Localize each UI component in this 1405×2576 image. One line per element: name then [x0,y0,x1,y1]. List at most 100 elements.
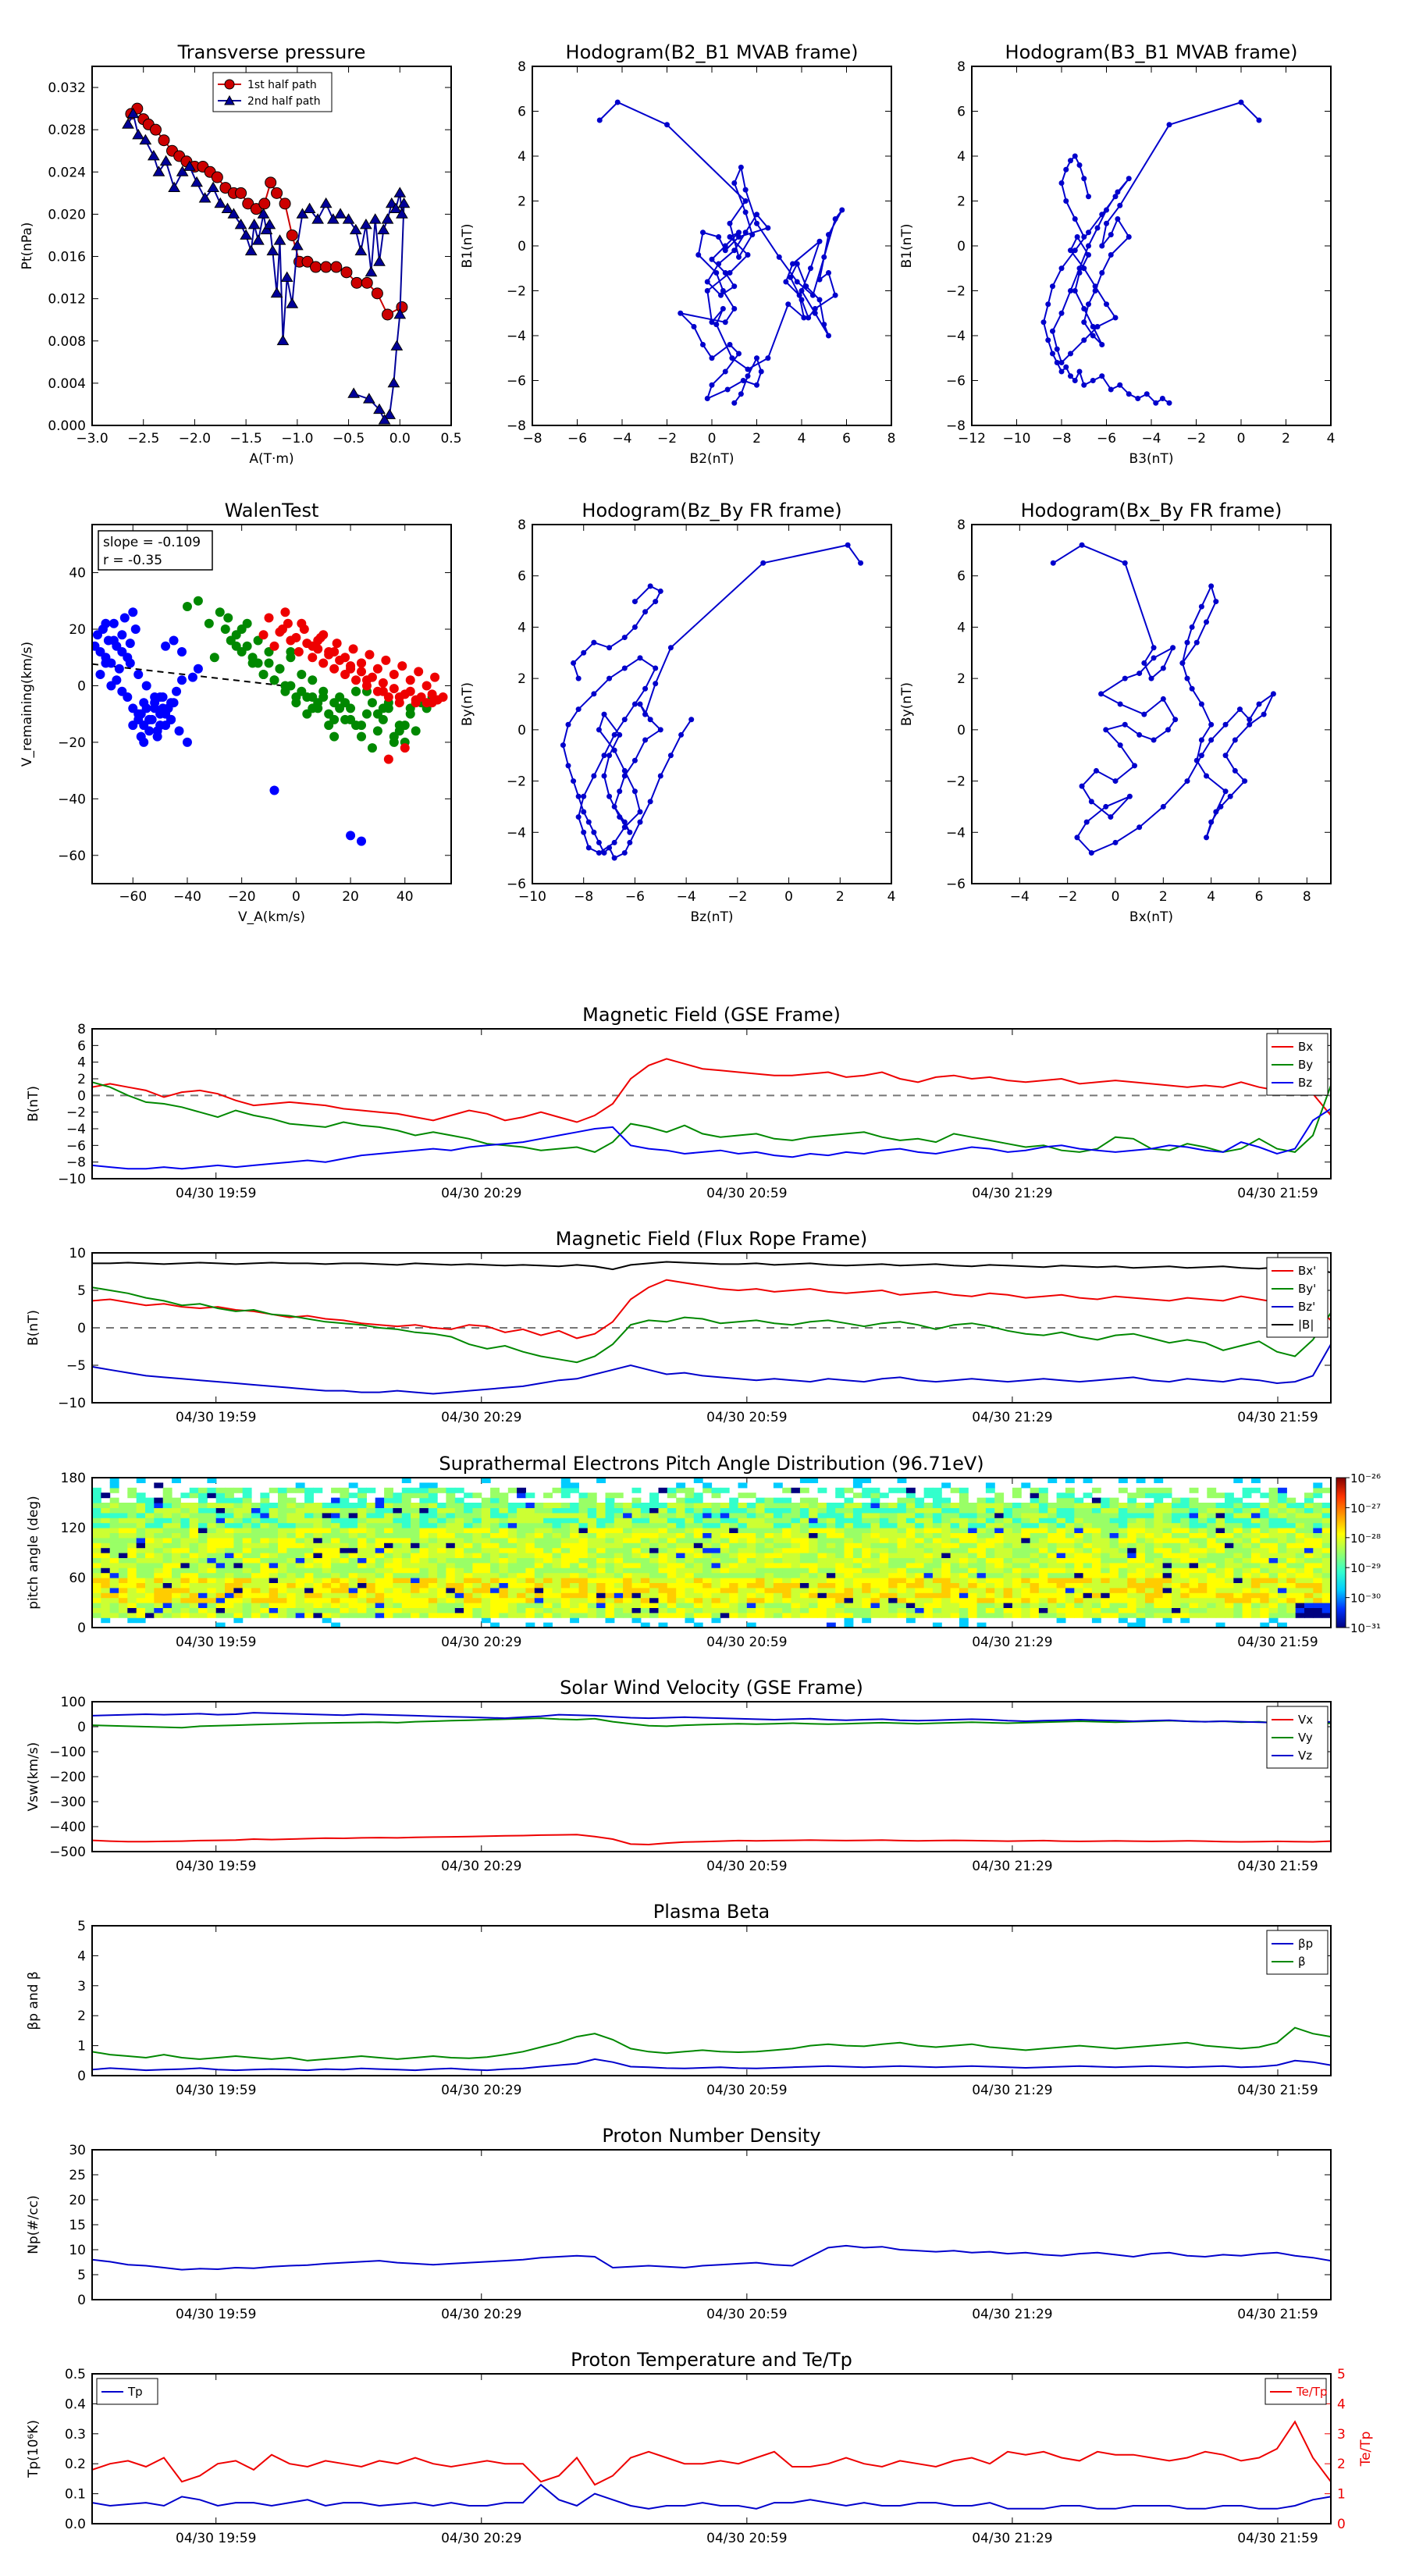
heatmap-cell [269,1557,279,1564]
heatmap-cell [348,1528,358,1533]
heatmap-cell [375,1578,385,1583]
heatmap-cell [614,1582,624,1589]
heatmap-cell [702,1587,713,1593]
heatmap-cell [959,1487,969,1493]
heatmap-cell [1242,1512,1252,1518]
heatmap-cell [499,1528,509,1533]
heatmap-cell [764,1592,774,1599]
heatmap-cell [428,1587,438,1593]
heatmap-cell [1012,1607,1022,1614]
data-point [335,703,345,713]
heatmap-cell [578,1603,589,1608]
heatmap-cell [507,1503,518,1508]
heatmap-cell [419,1567,429,1574]
heatmap-cell [897,1478,907,1483]
heatmap-cell [702,1503,713,1508]
heatmap-cell [1225,1572,1234,1578]
heatmap-cell [242,1592,252,1599]
heatmap-cell [393,1557,403,1564]
heatmap-cell [1304,1587,1314,1593]
heatmap-cell [411,1517,420,1524]
heatmap-cell [1207,1532,1217,1539]
heatmap-cell [578,1512,589,1518]
heatmap-cell [1109,1562,1119,1568]
heatmap-cell [286,1532,297,1539]
heatmap-cell [411,1507,420,1514]
heatmap-cell [631,1572,642,1578]
heatmap-cell [233,1542,244,1549]
heatmap-cell [614,1547,624,1553]
heatmap-cell [198,1567,208,1574]
heatmap-cell [870,1607,880,1614]
heatmap-cell [976,1522,987,1528]
heatmap-cell [1162,1617,1172,1624]
heatmap-cell [799,1532,809,1539]
heatmap-cell [92,1612,101,1618]
heatmap-cell [286,1597,297,1603]
heatmap-cell [1118,1537,1128,1543]
heatmap-cell [1003,1562,1013,1568]
heatmap-cell [464,1522,473,1528]
heatmap-cell [596,1597,606,1603]
data-point [1081,319,1087,326]
heatmap-cell [676,1578,686,1583]
data-point [1108,386,1114,393]
heatmap-cell [1048,1567,1058,1574]
heatmap-cell [649,1522,659,1528]
heatmap-cell [773,1603,783,1608]
heatmap-cell [1048,1603,1058,1608]
heatmap-cell [826,1592,836,1599]
heatmap-cell [915,1542,925,1549]
heatmap-cell [817,1522,827,1528]
heatmap-cell [109,1603,119,1608]
heatmap-cell [1278,1487,1287,1493]
heatmap-cell [242,1512,252,1518]
heatmap-cell [1136,1607,1146,1614]
heatmap-cell [1268,1553,1279,1558]
heatmap-cell [1172,1507,1181,1514]
heatmap-cell [799,1542,809,1549]
heatmap-cell [119,1562,128,1568]
heatmap-cell [1198,1587,1208,1593]
heatmap-cell [711,1597,721,1603]
y-tick-label: −100 [49,1745,86,1760]
heatmap-cell [393,1567,403,1574]
heatmap-cell [162,1503,173,1508]
heatmap-cell [852,1572,863,1578]
heatmap-cell [127,1493,137,1499]
x-tick-label: 04/30 19:59 [176,1186,256,1201]
data-point [405,675,415,685]
heatmap-cell [605,1553,615,1558]
heatmap-cell [454,1607,464,1614]
heatmap-cell [1189,1572,1199,1578]
heatmap-cell [676,1537,686,1543]
heatmap-cell [1012,1493,1022,1499]
heatmap-cell [136,1603,146,1608]
heatmap-cell [198,1532,208,1539]
heatmap-cell [596,1567,606,1574]
heatmap-cell [384,1528,393,1533]
heatmap-cell [809,1607,819,1614]
heatmap-cell [136,1578,146,1583]
heatmap-cell [1030,1547,1040,1553]
heatmap-cell [490,1607,500,1614]
heatmap-cell [1180,1503,1190,1508]
heatmap-cell [1278,1512,1287,1518]
heatmap-cell [313,1532,323,1539]
data-point [722,270,728,276]
heatmap-cell [1278,1497,1287,1503]
heatmap-cell [623,1553,632,1558]
heatmap-cell [968,1587,978,1593]
heatmap-cell [658,1562,668,1568]
heatmap-cell [959,1547,969,1553]
heatmap-cell [720,1567,730,1574]
data-point [182,602,192,612]
heatmap-cell [419,1597,429,1603]
data-point [390,340,404,350]
panel-title: Hodogram(B2_B1 MVAB frame) [566,41,859,63]
heatmap-cell [711,1517,721,1524]
heatmap-cell [242,1562,252,1568]
heatmap-cell [145,1497,155,1503]
series-line [92,1279,1331,1340]
heatmap-cell [596,1557,606,1564]
